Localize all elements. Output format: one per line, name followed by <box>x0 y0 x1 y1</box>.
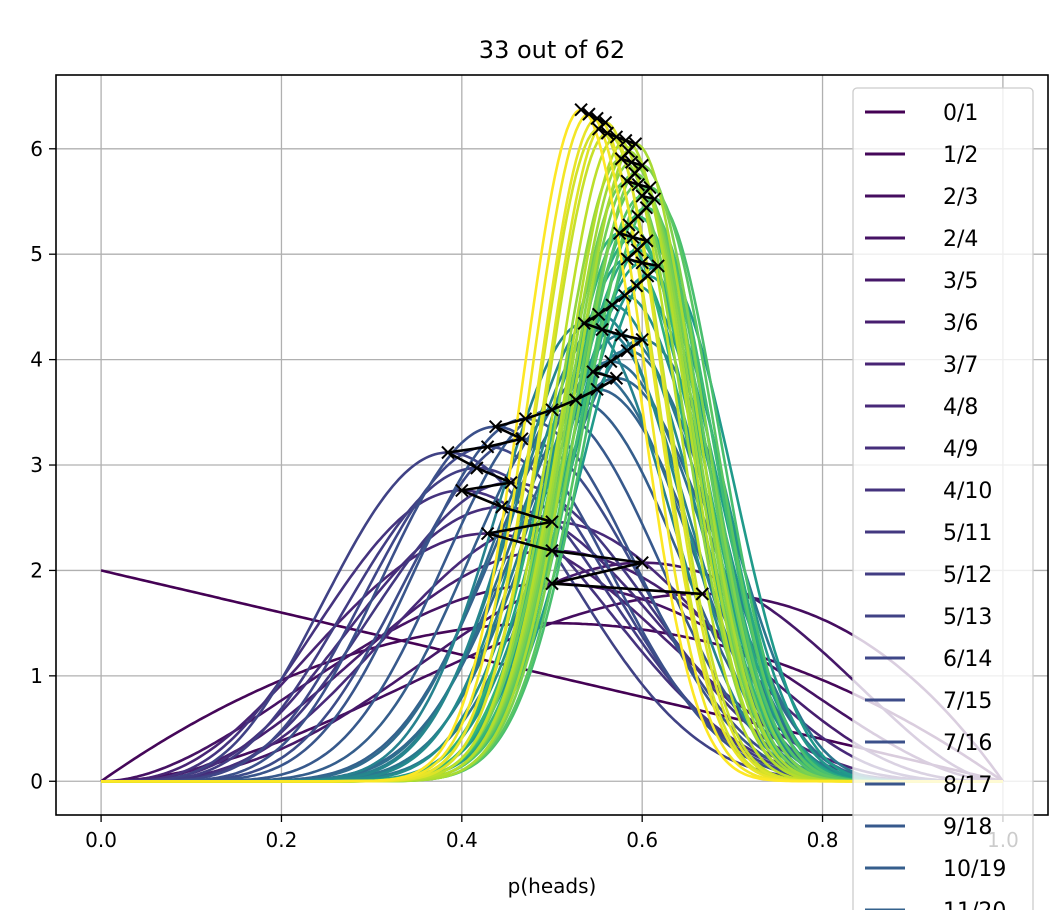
x-tick-label: 0.4 <box>446 828 478 852</box>
peak-marker <box>619 133 633 148</box>
peak-marker <box>640 269 655 283</box>
peak-marker <box>488 419 503 434</box>
peak-marker <box>518 412 533 426</box>
peak-marker <box>600 126 615 140</box>
x-tick-label: 0.2 <box>266 828 298 852</box>
peak-marker <box>504 475 518 490</box>
x-tick-label: 0.6 <box>626 828 658 852</box>
legend-label: 4/9 <box>943 437 978 462</box>
peak-marker <box>591 307 606 321</box>
legend-label: 5/12 <box>943 563 992 588</box>
legend-label: 7/16 <box>943 731 992 756</box>
peak-marker <box>598 115 613 130</box>
y-tick-label: 2 <box>30 558 43 582</box>
peak-marker <box>643 180 657 195</box>
x-tick-label: 0.0 <box>85 828 117 852</box>
legend-box <box>852 87 1034 910</box>
peak-marker <box>604 354 618 369</box>
peak-marker <box>495 500 509 514</box>
legend-label: 11/20 <box>943 899 1006 910</box>
peak-marker <box>635 158 649 173</box>
legend-label: 0/1 <box>943 101 978 126</box>
peak-marker <box>480 440 495 454</box>
legend-label: 5/11 <box>943 521 992 546</box>
peak-marker <box>605 298 619 312</box>
peak-marker <box>545 515 559 529</box>
peak-marker <box>614 328 629 342</box>
plot-frame <box>55 74 1049 816</box>
legend-label: 2/4 <box>943 227 978 252</box>
y-tick-label: 4 <box>30 348 43 372</box>
peak-path <box>441 102 710 601</box>
peak-marker <box>582 107 596 121</box>
peak-marker <box>545 576 559 591</box>
legend-label: 10/19 <box>943 857 1006 882</box>
peak-marker <box>695 587 710 601</box>
x-axis-label: p(heads) <box>508 874 597 898</box>
peak-marker <box>569 393 583 407</box>
legend-label: 3/5 <box>943 269 978 294</box>
peak-marker <box>647 192 662 206</box>
peak-marker <box>629 279 644 293</box>
legend-label: 5/13 <box>943 605 992 630</box>
peak-marker <box>545 403 559 417</box>
peak-marker <box>618 288 632 303</box>
legend-label: 4/10 <box>943 479 992 504</box>
legend-label: 1/2 <box>943 143 978 168</box>
peak-marker <box>631 177 646 192</box>
peak-marker <box>635 332 649 347</box>
peak-marker <box>577 316 591 330</box>
legend-label: 3/7 <box>943 353 978 378</box>
peak-marker <box>590 111 604 126</box>
legend-label: 2/3 <box>943 185 978 210</box>
legend-label: 3/6 <box>943 311 978 336</box>
peak-marker <box>609 130 624 144</box>
y-tick-label: 6 <box>30 137 43 161</box>
peak-marker <box>624 155 639 169</box>
chart-title: 33 out of 62 <box>479 36 625 64</box>
y-tick-label: 0 <box>30 769 43 793</box>
y-tick-label: 5 <box>30 242 43 266</box>
peak-marker <box>628 137 643 151</box>
peak-marker <box>586 365 600 379</box>
peak-marker <box>545 543 559 558</box>
peak-marker <box>620 343 634 358</box>
peak-marker <box>651 259 665 273</box>
peak-marker <box>635 555 649 570</box>
y-axis: 0 1 2 3 4 5 6 <box>30 137 56 793</box>
peak-marker <box>515 432 529 446</box>
y-tick-label: 3 <box>30 453 43 477</box>
legend-label: 6/14 <box>943 647 992 672</box>
peak-marker <box>609 371 624 385</box>
peak-marker <box>470 461 484 475</box>
peak-marker <box>590 382 604 397</box>
legend-label: 4/8 <box>943 395 978 420</box>
peak-marker <box>574 102 588 117</box>
peak-marker <box>635 256 649 270</box>
peak-marker <box>441 445 455 460</box>
legend-label: 8/17 <box>943 773 992 798</box>
y-tick-label: 1 <box>30 664 43 688</box>
peak-marker <box>480 526 495 541</box>
peak-marker <box>595 322 609 337</box>
legend-label: 7/15 <box>943 689 992 714</box>
peak-marker <box>640 234 654 248</box>
legend: 0/1 1/2 2/3 2/4 3/5 3/6 3/7 4/8 4/9 4/10 5/11 5/12 5… <box>852 87 1034 910</box>
peak-marker <box>626 230 640 245</box>
peak-marker <box>455 483 469 498</box>
legend-label: 9/18 <box>943 815 992 840</box>
x-tick-label: 0.8 <box>807 828 839 852</box>
